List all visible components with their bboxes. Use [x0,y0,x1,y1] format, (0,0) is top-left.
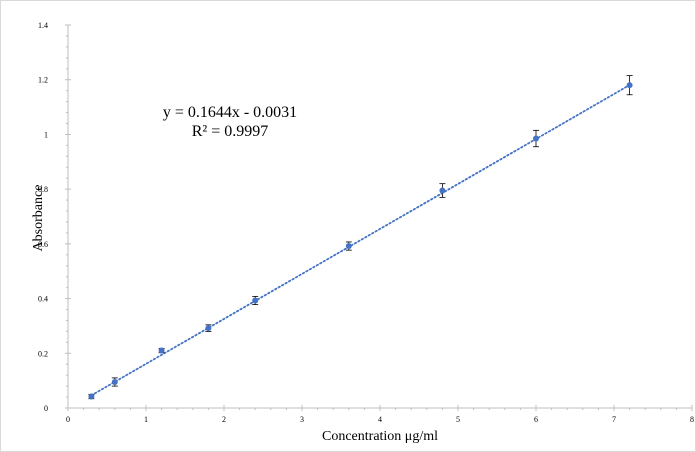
y-tick-label: 1.2 [38,76,48,85]
y-tick-label: 1.4 [38,21,48,30]
x-tick-label: 4 [378,415,382,424]
trendline [90,84,631,397]
data-point [345,243,352,250]
x-tick-label: 2 [222,415,226,424]
y-tick-label: 0.6 [38,240,48,249]
annotation-r-squared: R² = 0.9997 [192,123,269,140]
x-tick-label: 8 [690,415,694,424]
data-point [626,82,633,89]
x-tick-label: 0 [66,415,70,424]
x-axis-title: Concentration μg/ml [322,429,438,444]
y-tick-label: 0 [44,404,48,413]
y-axis-title: Absorbance [31,185,46,252]
y-tick-label: 1 [44,130,48,139]
x-tick-label: 3 [300,415,304,424]
x-tick-label: 6 [534,415,538,424]
data-point [533,135,539,142]
data-point [439,187,446,194]
data-point [88,393,95,400]
data-point [111,379,118,386]
y-tick-label: 0.4 [38,295,48,304]
y-axis-ticks: 0 0.2 0.4 0.6 0.8 1 1.2 1.4 [38,21,71,413]
data-point [205,325,212,332]
annotation-equation: y = 0.1644x - 0.0031 [163,104,297,121]
y-tick-label: 0.8 [38,185,48,194]
y-tick-label: 0.2 [38,349,48,358]
x-axis-ticks: 0 1 2 3 4 5 6 7 8 [66,405,694,424]
x-tick-label: 1 [144,415,148,424]
data-point [158,347,165,354]
trendline-layer [90,84,631,397]
x-tick-label: 5 [456,415,460,424]
data-point-layer [88,82,633,400]
data-point [252,297,259,304]
x-tick-label: 7 [612,415,616,424]
